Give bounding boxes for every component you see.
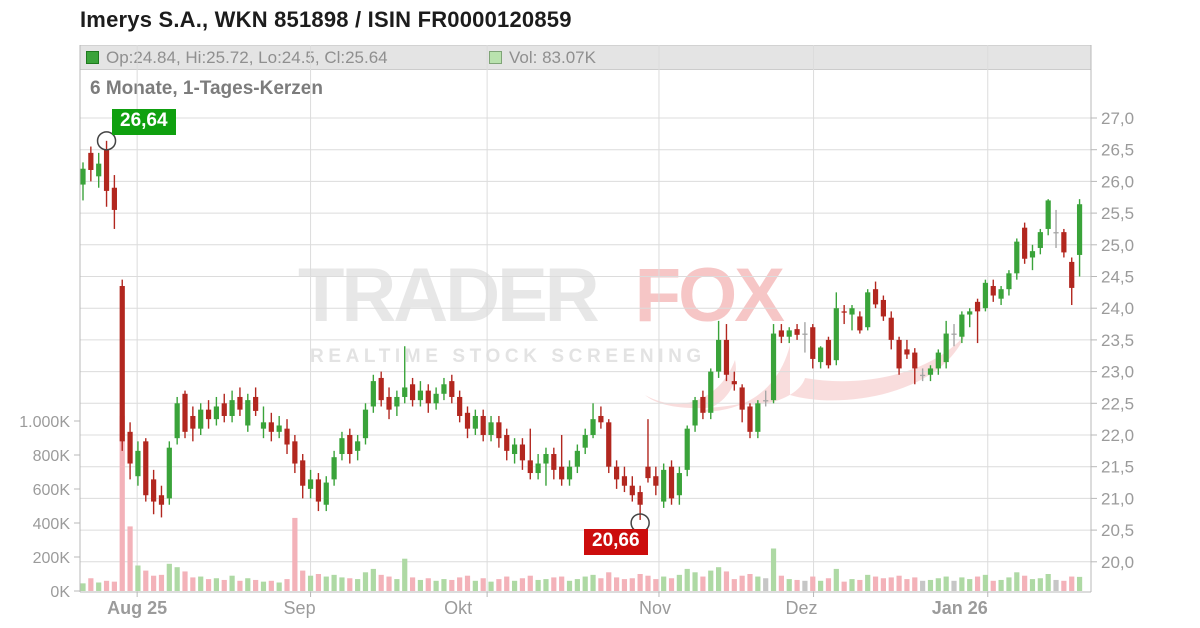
ohlc-legend-label: Op:24.84, Hi:25.72, Lo:24.5, Cl:25.64 bbox=[106, 47, 388, 67]
svg-text:200K: 200K bbox=[33, 550, 71, 567]
svg-text:21,5: 21,5 bbox=[1101, 458, 1134, 477]
ohlc-legend: Op:24.84, Hi:25.72, Lo:24.5, Cl:25.64 bbox=[86, 46, 388, 69]
svg-text:22,5: 22,5 bbox=[1101, 394, 1134, 413]
svg-text:20,5: 20,5 bbox=[1101, 521, 1134, 540]
svg-text:24,0: 24,0 bbox=[1101, 299, 1134, 318]
svg-text:22,0: 22,0 bbox=[1101, 426, 1134, 445]
svg-text:27,0: 27,0 bbox=[1101, 109, 1134, 128]
svg-text:24,5: 24,5 bbox=[1101, 268, 1134, 287]
volume-legend: Vol: 83.07K bbox=[489, 46, 596, 69]
svg-text:25,0: 25,0 bbox=[1101, 236, 1134, 255]
svg-text:0K: 0K bbox=[50, 584, 70, 601]
svg-text:600K: 600K bbox=[33, 482, 71, 499]
volume-legend-label: Vol: 83.07K bbox=[509, 47, 596, 67]
svg-text:23,0: 23,0 bbox=[1101, 363, 1134, 382]
svg-text:400K: 400K bbox=[33, 516, 71, 533]
volume-series-swatch-icon bbox=[489, 51, 502, 64]
svg-text:26,0: 26,0 bbox=[1101, 172, 1134, 191]
svg-text:Dez: Dez bbox=[786, 598, 818, 618]
svg-text:26,5: 26,5 bbox=[1101, 141, 1134, 160]
svg-text:Aug 25: Aug 25 bbox=[107, 598, 167, 618]
svg-text:21,0: 21,0 bbox=[1101, 489, 1134, 508]
candlestick-series-swatch-icon bbox=[86, 51, 99, 64]
svg-text:Sep: Sep bbox=[284, 598, 316, 618]
chart-title: Imerys S.A., WKN 851898 / ISIN FR0000120… bbox=[80, 7, 572, 32]
svg-text:20,0: 20,0 bbox=[1101, 553, 1134, 572]
svg-text:25,5: 25,5 bbox=[1101, 204, 1134, 223]
svg-text:23,5: 23,5 bbox=[1101, 331, 1134, 350]
svg-text:Okt: Okt bbox=[444, 598, 472, 618]
period-subtitle: 6 Monate, 1-Tages-Kerzen bbox=[90, 78, 323, 99]
legend-bar: Op:24.84, Hi:25.72, Lo:24.5, Cl:25.64 Vo… bbox=[80, 45, 1091, 70]
high-annotation-badge: 26,64 bbox=[112, 109, 176, 135]
svg-text:800K: 800K bbox=[33, 448, 71, 465]
svg-text:Nov: Nov bbox=[639, 598, 671, 618]
svg-text:Jan 26: Jan 26 bbox=[932, 598, 988, 618]
svg-text:1.000K: 1.000K bbox=[19, 414, 70, 431]
low-annotation-badge: 20,66 bbox=[584, 529, 648, 555]
